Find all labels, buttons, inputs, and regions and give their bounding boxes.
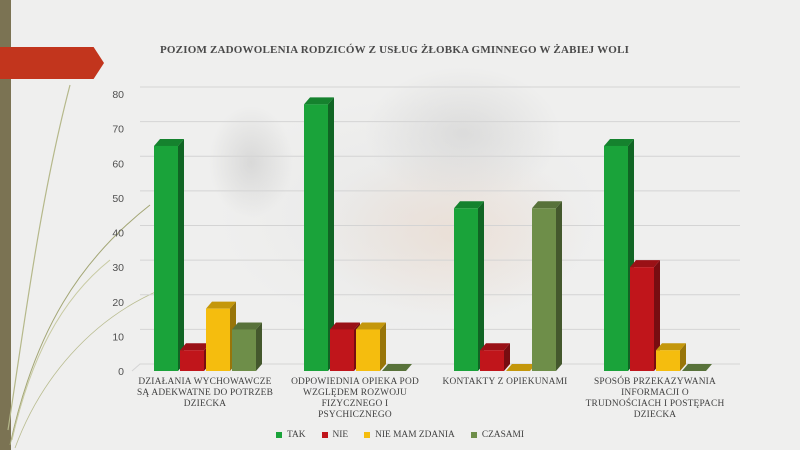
category-label: ODPOWIEDNIA OPIEKA POD WZGLĘDEM ROZWOJU …	[291, 377, 419, 420]
bar	[604, 138, 634, 371]
bar	[480, 343, 510, 371]
legend-swatch	[275, 432, 282, 438]
y-tick-label: 0	[118, 366, 124, 378]
legend: TAK NIE NIE MAM ZDANIA CZASAMI	[0, 430, 800, 440]
y-tick-label: 50	[112, 193, 124, 205]
y-tick-label: 20	[112, 297, 124, 309]
y-tick-label: 80	[112, 89, 124, 101]
legend-label: TAK	[286, 430, 306, 440]
bar	[206, 301, 236, 371]
bar	[232, 322, 262, 371]
category-label: SPOSÓB PRZEKAZYWANIA INFORMACJI O TRUDNO…	[585, 377, 725, 420]
bar	[630, 260, 660, 371]
legend-swatch	[364, 432, 371, 438]
legend-item: NIE MAM ZDANIA	[364, 430, 455, 440]
legend-label: NIE MAM ZDANIA	[375, 430, 455, 440]
legend-label: NIE	[332, 430, 349, 440]
bar	[382, 364, 412, 371]
arrow-tab-decoration	[0, 47, 104, 79]
y-tick-label: 70	[112, 124, 124, 136]
y-tick-label: 60	[112, 158, 124, 170]
category-label: KONTAKTY Z OPIEKUNAMI	[442, 377, 568, 387]
legend-item: CZASAMI	[470, 430, 525, 440]
y-tick-label: 40	[112, 228, 124, 240]
bar	[180, 343, 210, 371]
bar	[656, 343, 686, 371]
chart-title: POZIOM ZADOWOLENIA RODZICÓW Z USŁUG ŻŁOB…	[160, 44, 630, 56]
legend-swatch	[470, 432, 477, 438]
bar	[304, 97, 334, 371]
bar	[682, 364, 712, 371]
y-tick-label: 10	[112, 331, 124, 343]
bar	[532, 201, 562, 371]
legend-item: NIE	[321, 430, 349, 440]
bar	[454, 201, 484, 371]
legend-label: CZASAMI	[481, 430, 525, 440]
legend-item: TAK	[275, 430, 306, 440]
bar	[356, 322, 386, 371]
legend-swatch	[321, 432, 328, 438]
y-tick-label: 30	[112, 262, 124, 274]
bar	[330, 322, 360, 371]
left-accent-bar	[0, 0, 11, 450]
bar	[154, 138, 184, 371]
bar	[506, 364, 536, 371]
decorative-lines	[7, 84, 161, 449]
category-label: DZIAŁANIA WYCHOWAWCZE SĄ ADEKWATNE DO PO…	[136, 377, 274, 409]
